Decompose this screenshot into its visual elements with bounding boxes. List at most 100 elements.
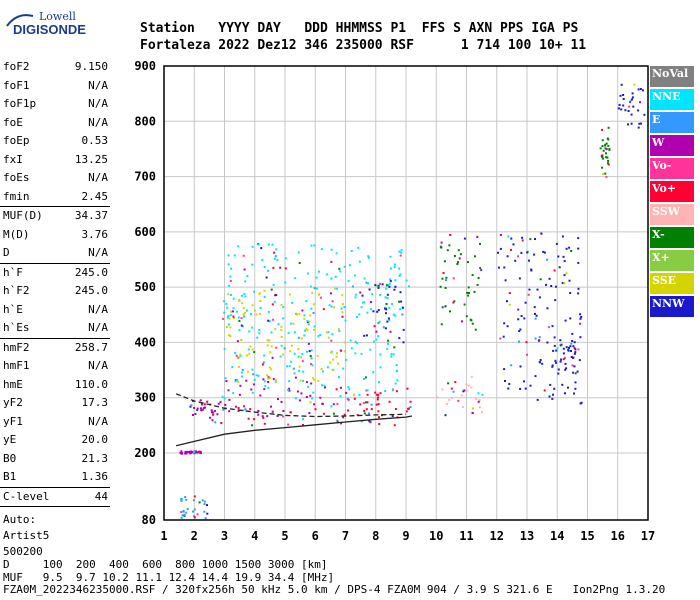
echo-point xyxy=(506,325,509,328)
echo-point xyxy=(376,310,379,313)
echo-point xyxy=(559,339,562,342)
echo-point xyxy=(579,336,582,339)
echo-point xyxy=(242,313,245,316)
echo-point xyxy=(274,294,277,297)
echo-point xyxy=(363,412,366,415)
echo-point xyxy=(555,361,557,364)
echo-point xyxy=(284,257,287,260)
echo-point xyxy=(460,394,463,397)
echo-point xyxy=(406,387,409,390)
echo-point xyxy=(389,330,392,333)
echo-point xyxy=(180,498,183,500)
echo-point xyxy=(186,508,189,511)
x-tick-label: 16 xyxy=(611,529,625,543)
echo-point xyxy=(379,294,382,296)
param-row: fxI 13.25 xyxy=(0,151,112,170)
echo-point xyxy=(286,365,289,368)
param-name: hmF2 xyxy=(3,340,30,354)
echo-point xyxy=(340,386,342,389)
echo-point xyxy=(643,113,646,116)
echo-point xyxy=(458,257,461,260)
echo-point xyxy=(393,266,396,268)
echo-point xyxy=(332,358,335,361)
y-tick-label: 80 xyxy=(142,513,156,527)
echo-point xyxy=(359,291,362,294)
echo-point xyxy=(210,409,213,412)
echo-point xyxy=(517,318,520,321)
echo-point xyxy=(298,369,300,372)
echo-point xyxy=(562,347,565,350)
param-value: 20.0 xyxy=(81,433,109,446)
echo-point xyxy=(564,392,566,395)
echo-point xyxy=(189,405,192,408)
echo-point xyxy=(312,391,315,394)
echo-point xyxy=(288,387,291,390)
echo-point xyxy=(452,277,455,280)
echo-point xyxy=(521,239,524,242)
echo-point xyxy=(251,391,254,394)
x-tick-label: 1 xyxy=(160,529,167,543)
echo-point xyxy=(314,408,317,411)
echo-point xyxy=(393,424,396,427)
echo-point xyxy=(361,294,364,297)
echo-point xyxy=(233,254,236,257)
echo-point xyxy=(401,306,404,309)
echo-point xyxy=(183,514,186,517)
echo-point xyxy=(547,326,550,329)
echo-point xyxy=(245,379,248,382)
echo-point xyxy=(236,379,239,381)
echo-point xyxy=(304,329,306,332)
echo-point xyxy=(241,375,243,378)
echo-point xyxy=(311,291,314,294)
echo-point xyxy=(443,260,446,263)
echo-point xyxy=(242,254,245,257)
echo-point xyxy=(268,320,271,323)
echo-point xyxy=(310,244,313,247)
echo-point xyxy=(456,263,459,265)
echo-point xyxy=(465,315,468,318)
echo-point xyxy=(201,499,204,502)
echo-point xyxy=(322,308,325,311)
echo-point xyxy=(351,285,354,288)
echo-point xyxy=(563,356,566,359)
echo-point xyxy=(386,297,389,299)
echo-point xyxy=(263,289,266,292)
echo-point xyxy=(287,332,290,335)
y-tick-label: 800 xyxy=(134,114,156,128)
y-tick-label: 200 xyxy=(134,446,156,460)
echo-point xyxy=(533,306,536,309)
echo-point xyxy=(358,260,361,263)
echo-point xyxy=(212,413,215,416)
echo-point xyxy=(441,277,444,280)
param-row: B1 1.36 xyxy=(0,468,112,487)
echo-point xyxy=(368,412,370,415)
direction-legend: NoVal NNE E W Vo- Vo+ SSW X- X+ SSE NNW xyxy=(650,66,694,319)
echo-point xyxy=(378,423,381,425)
echo-point xyxy=(457,261,459,264)
echo-point xyxy=(263,422,266,425)
echo-point xyxy=(385,287,388,290)
echo-point xyxy=(266,339,269,342)
echo-point xyxy=(251,263,254,266)
echo-point xyxy=(274,328,277,331)
logo-line1: Lowell xyxy=(39,10,76,23)
echo-point xyxy=(467,384,470,387)
echo-point xyxy=(553,387,556,390)
echo-point xyxy=(271,303,274,306)
echo-point xyxy=(238,299,241,301)
echo-point xyxy=(336,420,339,423)
echo-point xyxy=(453,255,456,257)
echo-point xyxy=(347,279,350,282)
echo-point xyxy=(535,314,538,317)
echo-point xyxy=(390,267,392,270)
echo-point xyxy=(367,256,370,259)
echo-point xyxy=(573,392,575,395)
echo-point xyxy=(468,292,470,294)
echo-point xyxy=(249,408,252,411)
echo-point xyxy=(179,451,182,454)
echo-point xyxy=(303,317,306,320)
echo-point xyxy=(563,260,566,263)
echo-point xyxy=(349,339,352,342)
echo-point xyxy=(477,400,480,403)
echo-point xyxy=(630,122,633,125)
